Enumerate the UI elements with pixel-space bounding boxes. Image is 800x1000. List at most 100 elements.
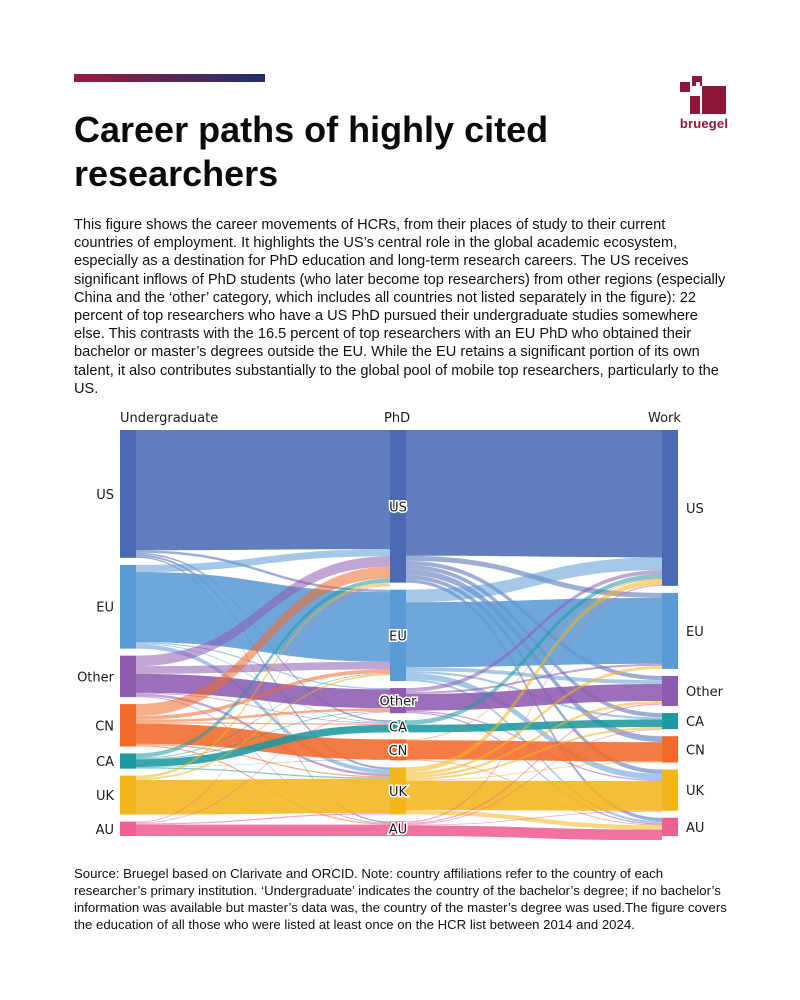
flow-phd-work-au-to-ca bbox=[406, 729, 662, 825]
node-undergraduate-other bbox=[120, 655, 136, 698]
flow-ug-phd-cn-to-uk bbox=[136, 743, 390, 778]
flow-ug-phd-eu-to-eu bbox=[136, 572, 390, 662]
flow-phd-work-eu-to-us bbox=[406, 557, 662, 603]
node-label-work-uk: UK bbox=[686, 784, 705, 799]
stage-label-work: Work bbox=[648, 411, 681, 426]
node-work-ca bbox=[662, 713, 678, 730]
node-label-phd-au: AU bbox=[389, 823, 407, 838]
node-work-us bbox=[662, 430, 678, 586]
flow-phd-work-us-to-us bbox=[406, 430, 662, 558]
flow-ug-phd-ca-to-uk bbox=[136, 767, 390, 779]
flow-phd-work-au-to-uk bbox=[406, 810, 662, 826]
node-label-work-us: US bbox=[686, 502, 704, 517]
flow-phd-work-uk-to-other bbox=[406, 700, 662, 778]
node-phd-other bbox=[390, 688, 406, 714]
node-phd-eu bbox=[390, 589, 406, 682]
figure-description: This figure shows the career movements o… bbox=[74, 217, 726, 397]
node-phd-cn bbox=[390, 739, 406, 761]
flow-phd-work-ca-to-us bbox=[406, 573, 662, 725]
flow-phd-work-au-to-us bbox=[406, 584, 662, 823]
flow-phd-work-other-to-us bbox=[406, 570, 662, 692]
flow-ug-phd-ca-to-other bbox=[136, 710, 390, 760]
flow-phd-work-ca-to-ca bbox=[406, 719, 662, 733]
flow-ug-phd-cn-to-other bbox=[136, 708, 390, 723]
stage-label-phd: PhD bbox=[384, 411, 410, 426]
node-work-other bbox=[662, 675, 678, 707]
node-work-au bbox=[662, 817, 678, 836]
flows-layer bbox=[136, 430, 662, 840]
logo-text: bruegel bbox=[679, 116, 729, 131]
flow-phd-work-cn-to-cn bbox=[406, 740, 662, 762]
node-label-work-au: AU bbox=[686, 821, 704, 836]
flow-ug-phd-cn-to-us bbox=[136, 566, 390, 716]
flow-ug-phd-other-to-us bbox=[136, 556, 390, 667]
flow-ug-phd-eu-to-uk bbox=[136, 644, 390, 774]
flow-ug-phd-other-to-au bbox=[136, 696, 390, 824]
flow-ug-phd-uk-to-eu bbox=[136, 673, 390, 780]
flow-phd-work-uk-to-us bbox=[406, 579, 662, 773]
flow-phd-work-cn-to-us bbox=[406, 578, 662, 741]
node-undergraduate-uk bbox=[120, 775, 136, 815]
node-phd-au bbox=[390, 821, 406, 836]
node-label-phd-cn: CN bbox=[389, 744, 408, 759]
node-label-undergraduate-us: US bbox=[96, 488, 114, 503]
node-label-undergraduate-other: Other bbox=[77, 670, 115, 685]
header-accent-bar bbox=[74, 74, 265, 82]
flow-ug-phd-au-to-us bbox=[136, 585, 390, 823]
flow-phd-work-uk-to-eu bbox=[406, 665, 662, 776]
node-undergraduate-us bbox=[120, 430, 136, 558]
source-note: Source: Bruegel based on Clarivate and O… bbox=[74, 866, 727, 932]
flow-phd-work-au-to-other bbox=[406, 703, 662, 824]
node-label-undergraduate-au: AU bbox=[96, 823, 114, 838]
node-undergraduate-cn bbox=[120, 704, 136, 747]
flow-ug-phd-uk-to-us bbox=[136, 582, 390, 779]
node-label-undergraduate-uk: UK bbox=[96, 789, 115, 804]
node-work-cn bbox=[662, 736, 678, 763]
flow-ug-phd-us-to-us bbox=[136, 430, 390, 551]
node-label-work-other: Other bbox=[686, 685, 724, 700]
flow-ug-phd-other-to-ca bbox=[136, 692, 390, 724]
nodes-layer bbox=[120, 430, 678, 836]
node-work-eu bbox=[662, 592, 678, 669]
node-label-phd-other: Other bbox=[380, 695, 418, 710]
node-label-work-cn: CN bbox=[686, 743, 705, 758]
node-undergraduate-ca bbox=[120, 753, 136, 769]
flow-phd-work-other-to-eu bbox=[406, 663, 662, 694]
flow-phd-work-uk-to-cn bbox=[406, 761, 662, 781]
flow-ug-phd-us-to-eu bbox=[136, 550, 390, 593]
flow-phd-work-uk-to-ca bbox=[406, 727, 662, 780]
flow-ug-phd-au-to-uk bbox=[136, 813, 390, 825]
node-undergraduate-au bbox=[120, 821, 136, 836]
node-phd-uk bbox=[390, 767, 406, 815]
flow-ug-phd-cn-to-ca bbox=[136, 722, 390, 725]
bruegel-logo: bruegel bbox=[676, 72, 732, 134]
flow-ug-phd-au-to-au bbox=[136, 824, 390, 836]
sankey-chart: Undergraduate US EU Other CN CA UK AU PhD US EU Oth… bbox=[77, 411, 724, 840]
flow-phd-work-other-to-au bbox=[406, 711, 662, 825]
flow-phd-work-other-to-other bbox=[406, 683, 662, 711]
node-label-phd-ca: CA bbox=[389, 720, 407, 735]
node-label-phd-us: US bbox=[389, 500, 407, 515]
flow-ug-phd-other-to-other bbox=[136, 673, 390, 709]
flow-ug-phd-ca-to-us bbox=[136, 578, 390, 758]
labels-layer: Undergraduate US EU Other CN CA UK AU PhD US EU Oth… bbox=[77, 411, 724, 839]
flow-ug-phd-cn-to-eu bbox=[136, 669, 390, 720]
flow-phd-work-uk-to-uk bbox=[406, 780, 662, 811]
node-label-phd-uk: UK bbox=[389, 785, 408, 800]
flow-phd-work-uk-to-au bbox=[406, 810, 662, 830]
page-title: Career paths of highly cited researchers bbox=[74, 109, 549, 194]
flow-ug-phd-au-to-other bbox=[136, 711, 390, 824]
node-work-uk bbox=[662, 769, 678, 811]
node-label-work-eu: EU bbox=[686, 625, 704, 640]
flow-ug-phd-ca-to-cn bbox=[136, 759, 390, 768]
node-label-undergraduate-ca: CA bbox=[96, 755, 114, 770]
node-undergraduate-eu bbox=[120, 564, 136, 649]
flow-ug-phd-eu-to-us bbox=[136, 549, 390, 573]
node-label-undergraduate-eu: EU bbox=[96, 601, 114, 616]
node-phd-ca bbox=[390, 720, 406, 733]
flow-ug-phd-uk-to-uk bbox=[136, 778, 390, 815]
flow-ug-phd-cn-to-cn bbox=[136, 723, 390, 760]
node-phd-us bbox=[390, 430, 406, 583]
node-label-phd-eu: EU bbox=[389, 629, 407, 644]
node-label-work-ca: CA bbox=[686, 715, 704, 730]
